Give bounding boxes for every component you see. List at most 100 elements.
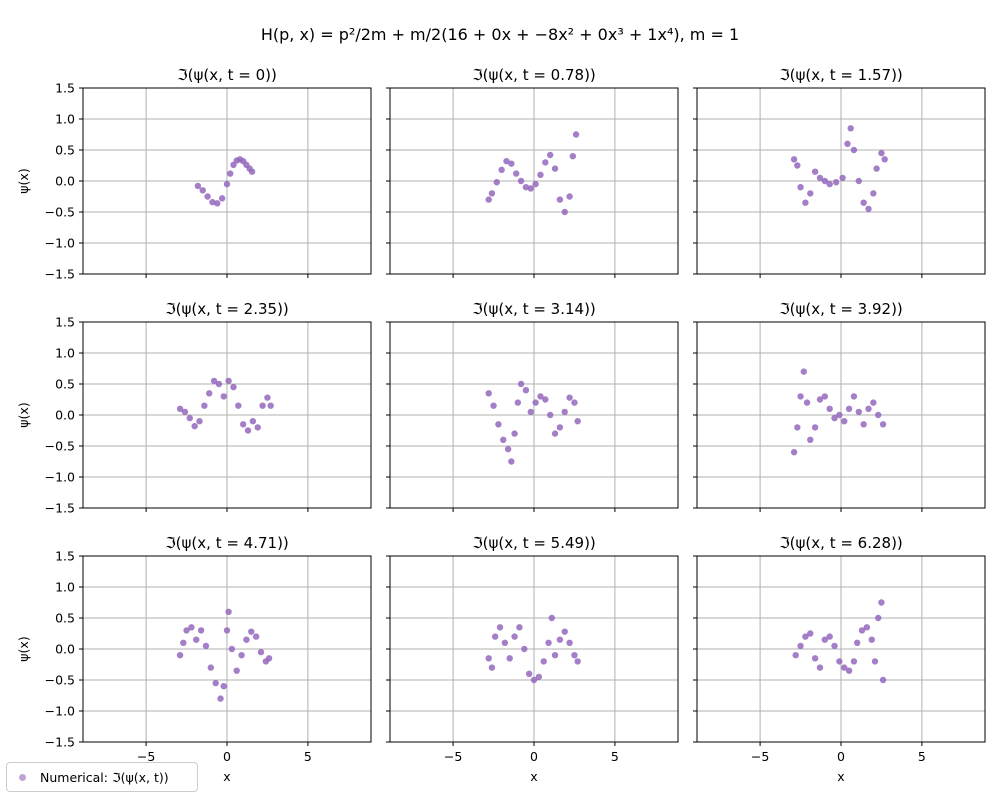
data-point — [551, 165, 559, 172]
legend-label: Numerical: ℑ(ψ(x, t)) — [40, 769, 169, 785]
data-point — [176, 652, 184, 659]
data-point — [571, 399, 578, 406]
y-axis-label: ψ(x) — [16, 402, 31, 427]
data-point — [511, 430, 518, 437]
data-point — [215, 380, 223, 388]
data-point — [816, 174, 824, 182]
data-point — [831, 642, 838, 650]
data-point — [802, 633, 809, 640]
data-point — [858, 627, 866, 634]
data-point — [535, 673, 543, 681]
y-tick-label: −0.5 — [45, 673, 75, 688]
subplot-4: ℑ(ψ(x, t = 2.35)) −1.5 −1.0 −0.5 0.0 0.5 1.0 1.… — [16, 300, 372, 516]
data-point — [223, 180, 231, 188]
data-point — [875, 411, 882, 419]
data-point — [556, 636, 564, 643]
data-point — [252, 633, 260, 640]
y-tick-label: 0.0 — [55, 174, 75, 189]
data-point — [183, 627, 190, 634]
data-point — [569, 153, 577, 160]
data-point — [196, 418, 203, 425]
data-point — [257, 648, 265, 656]
data-point — [265, 655, 273, 662]
data-point — [220, 393, 227, 400]
data-point — [841, 418, 848, 425]
data-point — [574, 418, 581, 425]
x-tick-label: 0 — [837, 749, 845, 764]
data-point — [210, 377, 218, 385]
data-point — [879, 676, 887, 684]
data-point — [230, 383, 237, 391]
y-tick-label: −1.0 — [45, 470, 75, 485]
data-point — [249, 418, 257, 425]
data-point — [521, 645, 528, 653]
data-point — [803, 399, 811, 406]
data-point — [542, 159, 549, 166]
data-point — [225, 608, 232, 615]
subplot-title: ℑ(ψ(x, t = 1.57)) — [779, 66, 903, 84]
y-tick-label: 1.5 — [55, 315, 75, 330]
data-point — [207, 664, 215, 671]
data-point — [850, 393, 858, 400]
data-point — [238, 652, 245, 659]
subplot-7: ℑ(ψ(x, t = 4.71)) −1.5 −1.0 −0.5 0.0 0.5 1.0 1.… — [16, 534, 372, 784]
data-point — [176, 405, 184, 412]
subplot-2: ℑ(ψ(x, t = 0.78)) — [386, 66, 679, 278]
data-point — [248, 628, 255, 635]
data-point — [264, 394, 271, 401]
data-point — [831, 414, 838, 422]
data-point — [495, 421, 502, 428]
data-point — [561, 408, 568, 416]
subplot-grid: ℑ(ψ(x, t = 0)) −1.5 −1.0 −0.5 0.0 0.5 1.0 1.5 ψ(… — [16, 66, 986, 784]
x-tick-label: −5 — [137, 749, 155, 764]
subplot-5: ℑ(ψ(x, t = 3.14)) — [386, 300, 679, 512]
data-point — [485, 655, 492, 662]
data-point — [811, 424, 819, 431]
data-point — [516, 624, 523, 631]
data-point — [860, 421, 867, 428]
data-point — [855, 177, 862, 185]
data-point — [244, 427, 252, 434]
data-point — [790, 156, 798, 163]
y-tick-label: 0.0 — [55, 408, 75, 423]
data-point — [571, 652, 578, 659]
y-axis-label: ψ(x) — [16, 168, 31, 193]
data-point — [235, 402, 242, 409]
y-tick-label: 1.5 — [55, 81, 75, 96]
data-point — [847, 125, 854, 132]
data-point — [217, 695, 224, 702]
data-point — [485, 196, 492, 203]
data-point — [532, 180, 539, 188]
subplot-title: ℑ(ψ(x, t = 0.78)) — [472, 66, 596, 84]
data-point — [239, 421, 247, 428]
y-axis-label: ψ(x) — [16, 636, 31, 661]
data-point — [797, 393, 804, 400]
data-point — [267, 402, 274, 409]
y-tick-label: −0.5 — [45, 205, 75, 220]
data-point — [243, 636, 250, 643]
data-point — [871, 658, 879, 665]
data-point — [191, 422, 198, 430]
data-point — [228, 645, 236, 653]
data-point — [485, 390, 492, 397]
data-point — [532, 399, 539, 406]
data-point — [202, 642, 210, 650]
data-point — [259, 402, 266, 409]
y-tick-label: −1.0 — [45, 704, 75, 719]
data-point — [248, 168, 256, 175]
data-point — [875, 614, 882, 622]
subplot-title: ℑ(ψ(x, t = 3.14)) — [472, 300, 596, 318]
data-point — [797, 642, 804, 650]
data-point — [561, 208, 568, 216]
data-point — [826, 633, 833, 640]
subplot-9: ℑ(ψ(x, t = 6.28)) −5 0 5 x — [693, 534, 986, 784]
data-point — [223, 627, 231, 634]
data-point — [513, 170, 520, 177]
y-tick-label: 0.5 — [55, 377, 75, 392]
data-point — [517, 380, 525, 388]
data-point — [850, 146, 858, 154]
data-point — [186, 414, 193, 422]
data-point — [551, 652, 559, 659]
data-point — [821, 636, 829, 643]
data-point — [501, 639, 509, 646]
